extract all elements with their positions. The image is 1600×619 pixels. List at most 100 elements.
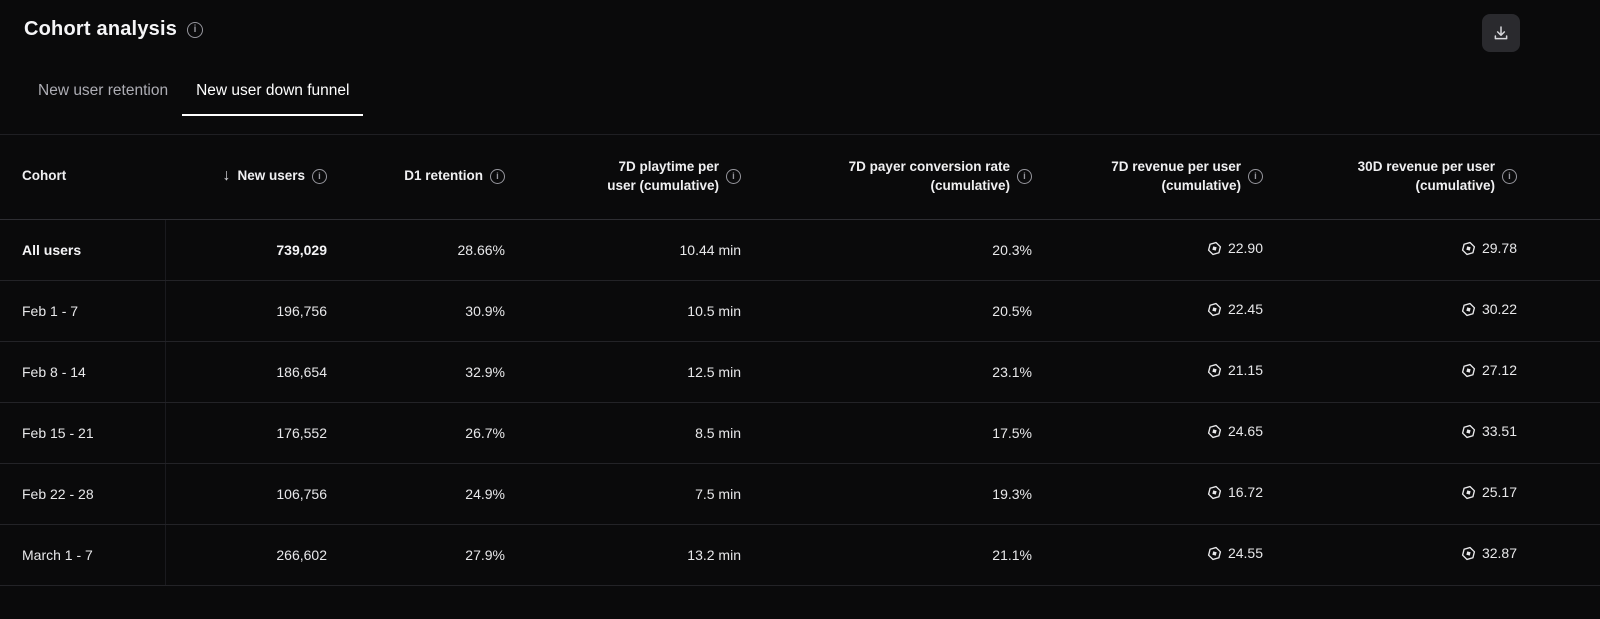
info-icon[interactable]: i xyxy=(1017,169,1032,185)
cell-value: 24.9% xyxy=(465,485,505,502)
cell-value: March 1 - 7 xyxy=(22,546,93,563)
cell-revenue_7d: 21.15 xyxy=(1032,341,1263,403)
robux-currency-icon xyxy=(1461,241,1476,255)
cell-value: 27.9% xyxy=(465,546,505,563)
cell-playtime_7d: 7.5 min xyxy=(505,463,741,525)
cell-value: 7.5 min xyxy=(695,485,741,502)
cell-revenue_7d: 24.65 xyxy=(1032,402,1263,464)
cell-revenue_30d: 29.78 xyxy=(1263,219,1600,281)
cell-payer_conversion_7d: 20.3% xyxy=(741,219,1032,281)
cell-value: 22.90 xyxy=(1227,240,1263,257)
cohort-table-wrap: Cohort ↓ New users i D1 retention i 7D playtim… xyxy=(0,134,1600,586)
column-header-cohort[interactable]: Cohort xyxy=(0,135,165,220)
table-row: All users 739,029 28.66% 10.44 min 20.3% 22.… xyxy=(0,219,1600,281)
cell-value: 196,756 xyxy=(276,302,327,319)
column-label: D1 retention xyxy=(404,168,483,184)
column-label: 30D revenue per user (cumulative) xyxy=(1357,158,1495,193)
cell-value: 106,756 xyxy=(276,485,327,502)
cell-payer_conversion_7d: 23.1% xyxy=(741,341,1032,403)
robux-currency-icon xyxy=(1207,363,1222,377)
cell-new_users: 186,654 xyxy=(165,341,327,403)
cell-d1_retention: 26.7% xyxy=(327,402,505,464)
cell-value: 12.5 min xyxy=(687,363,741,380)
cell-value: 29.78 xyxy=(1481,240,1517,257)
download-button[interactable] xyxy=(1482,14,1520,52)
robux-currency-icon xyxy=(1207,546,1222,560)
cell-d1_retention: 32.9% xyxy=(327,341,505,403)
cell-payer_conversion_7d: 19.3% xyxy=(741,463,1032,525)
cell-revenue_7d: 16.72 xyxy=(1032,463,1263,525)
cell-value: 32.87 xyxy=(1481,545,1517,562)
column-header-revenue_7d[interactable]: 7D revenue per user (cumulative) i xyxy=(1032,135,1263,220)
cell-new_users: 176,552 xyxy=(165,402,327,464)
cell-value: 25.17 xyxy=(1481,484,1517,501)
cell-playtime_7d: 10.44 min xyxy=(505,219,741,281)
cell-new_users: 266,602 xyxy=(165,524,327,586)
info-icon[interactable]: i xyxy=(1248,169,1263,185)
cell-cohort: Feb 22 - 28 xyxy=(0,463,166,525)
column-header-new_users[interactable]: ↓ New users i xyxy=(165,135,327,220)
cell-value: 10.5 min xyxy=(687,302,741,319)
column-label: Cohort xyxy=(22,168,67,184)
table-row: Feb 15 - 21 176,552 26.7% 8.5 min 17.5% 24.6… xyxy=(0,402,1600,464)
cell-value: 30.9% xyxy=(465,302,505,319)
page-header: Cohort analysis i xyxy=(0,0,1600,52)
cell-revenue_7d: 22.45 xyxy=(1032,280,1263,342)
cell-value: 16.72 xyxy=(1227,484,1263,501)
cell-value: Feb 8 - 14 xyxy=(22,363,86,380)
tab-new-user-retention[interactable]: New user retention xyxy=(38,82,169,99)
cell-revenue_7d: 22.90 xyxy=(1032,219,1263,281)
robux-currency-icon xyxy=(1461,546,1476,560)
column-header-playtime_7d[interactable]: 7D playtime per user (cumulative) i xyxy=(505,135,741,220)
info-icon[interactable]: i xyxy=(726,169,741,185)
cell-value: 176,552 xyxy=(276,424,327,441)
cell-revenue_30d: 33.51 xyxy=(1263,402,1600,464)
cell-value: Feb 22 - 28 xyxy=(22,485,94,502)
cell-value: 28.66% xyxy=(457,241,505,258)
column-header-d1_retention[interactable]: D1 retention i xyxy=(327,135,505,220)
robux-currency-icon xyxy=(1461,424,1476,438)
cell-value: 30.22 xyxy=(1481,301,1517,318)
cell-revenue_30d: 25.17 xyxy=(1263,463,1600,525)
info-icon[interactable]: i xyxy=(490,169,505,185)
column-label: 7D playtime per user (cumulative) xyxy=(607,158,719,193)
cell-d1_retention: 24.9% xyxy=(327,463,505,525)
robux-currency-icon xyxy=(1461,302,1476,316)
robux-currency-icon xyxy=(1207,302,1222,316)
cell-value: 20.5% xyxy=(992,302,1032,319)
cell-payer_conversion_7d: 20.5% xyxy=(741,280,1032,342)
cell-value: 27.12 xyxy=(1481,362,1517,379)
cell-value: 22.45 xyxy=(1227,301,1263,318)
table-row: Feb 22 - 28 106,756 24.9% 7.5 min 19.3% 16.7… xyxy=(0,463,1600,525)
cell-cohort: Feb 8 - 14 xyxy=(0,341,166,403)
cell-value: All users xyxy=(22,241,82,258)
cell-cohort: Feb 1 - 7 xyxy=(0,280,166,342)
cell-d1_retention: 28.66% xyxy=(327,219,505,281)
table-header-row: Cohort ↓ New users i D1 retention i 7D playtim… xyxy=(0,135,1600,220)
cell-new_users: 106,756 xyxy=(165,463,327,525)
tab-new-user-down-funnel[interactable]: New user down funnel xyxy=(182,72,364,116)
cell-cohort: Feb 15 - 21 xyxy=(0,402,166,464)
cohort-table: Cohort ↓ New users i D1 retention i 7D playtim… xyxy=(0,135,1600,586)
column-label: 7D payer conversion rate (cumulative) xyxy=(848,158,1010,193)
cell-value: 10.44 min xyxy=(679,241,741,258)
cell-value: 23.1% xyxy=(992,363,1032,380)
cell-value: 19.3% xyxy=(992,485,1032,502)
column-header-payer_conversion_7d[interactable]: 7D payer conversion rate (cumulative) i xyxy=(741,135,1032,220)
robux-currency-icon xyxy=(1461,485,1476,499)
title-info-icon[interactable]: i xyxy=(187,21,204,38)
column-label: New users xyxy=(237,168,305,184)
cell-value: 20.3% xyxy=(992,241,1032,258)
cell-value: 739,029 xyxy=(276,241,327,258)
cell-revenue_30d: 27.12 xyxy=(1263,341,1600,403)
cell-payer_conversion_7d: 17.5% xyxy=(741,402,1032,464)
cell-d1_retention: 27.9% xyxy=(327,524,505,586)
column-header-revenue_30d[interactable]: 30D revenue per user (cumulative) i xyxy=(1263,135,1600,220)
cell-value: 32.9% xyxy=(465,363,505,380)
cell-value: 17.5% xyxy=(992,424,1032,441)
info-icon[interactable]: i xyxy=(312,169,327,185)
info-icon[interactable]: i xyxy=(1502,169,1517,185)
cell-revenue_7d: 24.55 xyxy=(1032,524,1263,586)
cell-value: 186,654 xyxy=(276,363,327,380)
cell-payer_conversion_7d: 21.1% xyxy=(741,524,1032,586)
